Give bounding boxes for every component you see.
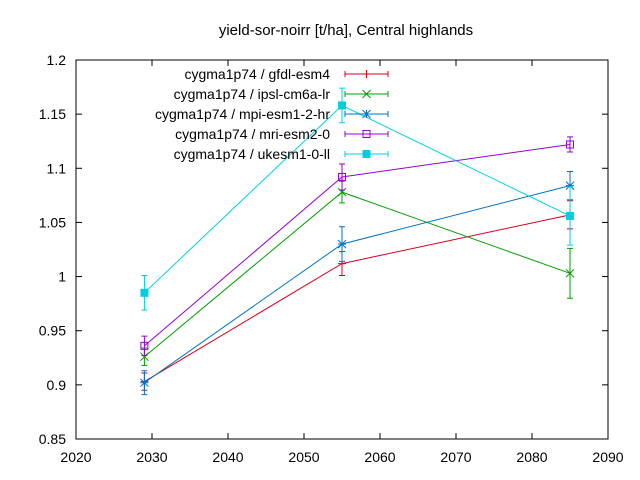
series-3 [140,171,575,396]
series-2 [140,180,575,366]
x-tick-label: 2020 [60,449,91,465]
error-bar [567,136,573,153]
x-tick-label: 2070 [440,449,471,465]
legend-errorbar-caps [344,151,389,157]
legend-label: cygma1p74 / mpi-esm1-2-hr [155,106,330,122]
series-line [144,143,571,347]
legend-errorbar-caps [344,91,389,97]
legend: cygma1p74 / gfdl-esm4 cygma1p74 / ipsl-cm… [155,66,389,162]
legend-label: cygma1p74 / gfdl-esm4 [184,66,330,82]
legend-label: cygma1p74 / ukesm1-0-ll [174,146,330,162]
point-marker [362,150,371,158]
chart-title: yield-sor-noirr [t/ha], Central highland… [219,22,473,39]
point-marker [362,70,371,78]
y-tick-label: 1.05 [39,214,66,230]
point-marker [566,211,574,220]
point-marker [338,101,346,110]
legend-errorbar-caps [344,111,389,117]
x-tick-label: 2090 [592,449,623,465]
point-marker [565,268,575,278]
x-tick-label: 2050 [288,449,319,465]
point-marker [362,89,371,99]
series-line [144,191,571,358]
point-marker [140,341,149,350]
legend-errorbar-caps [344,131,389,137]
point-marker [337,239,347,249]
series-5 [140,87,574,311]
y-tick-label: 1.2 [47,52,67,68]
y-tick-label: 1 [58,269,66,285]
point-marker [362,109,371,119]
x-tick-label: 2060 [364,449,395,465]
error-bar [141,335,148,357]
point-marker [338,172,346,181]
series-1 [140,200,574,391]
point-marker [565,181,575,190]
y-tick-label: 0.95 [39,323,66,339]
point-marker [566,140,574,149]
point-marker [140,378,149,388]
legend-label: cygma1p74 / mri-esm2-0 [175,126,330,142]
series-layer [140,87,575,396]
legend-errorbar-caps [344,71,389,77]
point-marker [362,130,371,138]
plot-frame [75,59,609,440]
point-marker [140,288,149,297]
x-tick-label: 2030 [136,449,167,465]
x-tick-label: 2040 [212,449,243,465]
x-tick-label: 2080 [516,449,547,465]
y-tick-label: 0.9 [47,377,67,393]
y-tick-label: 1.1 [47,160,67,176]
axis-layer: 2020 2030 2040 2050 2060 2070 2080 2090 0.85 0.9 0… [39,52,624,465]
point-marker [140,352,149,362]
y-tick-label: 1.15 [39,106,66,122]
error-bar [339,163,345,191]
series-4 [140,136,574,357]
legend-label: cygma1p74 / ipsl-cm6a-lr [174,86,331,102]
y-tick-label: 0.85 [39,431,66,447]
point-marker [337,187,347,197]
series-line [144,185,571,384]
